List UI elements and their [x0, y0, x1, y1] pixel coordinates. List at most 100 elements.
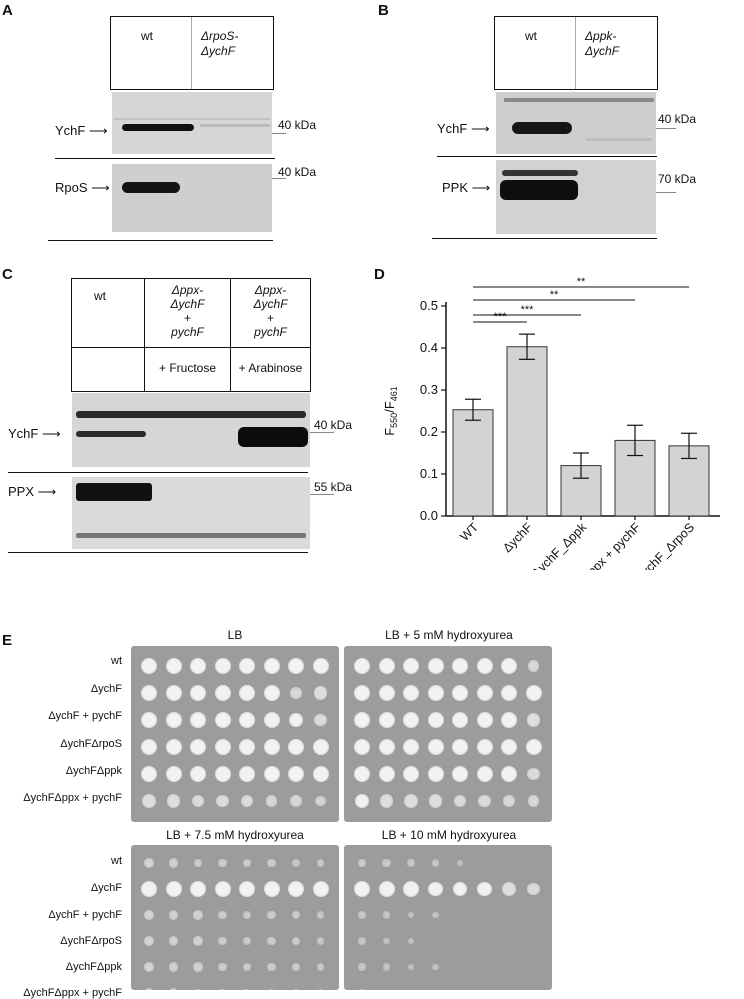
lane-3: Δppx- ΔychF + pychF — [231, 283, 310, 339]
colony-spot — [379, 739, 395, 755]
strain-ychf: ΔychF — [91, 683, 122, 695]
colony-spot — [243, 989, 252, 990]
colony-spot — [290, 687, 302, 699]
condition-lb: LB — [130, 628, 340, 642]
colony-spot — [266, 795, 278, 807]
y-tick-label: 0.4 — [420, 340, 438, 355]
blot-c-ychf — [72, 393, 310, 467]
colony-spot — [144, 936, 155, 947]
colony-spot — [218, 937, 227, 946]
colony-spot — [239, 766, 255, 782]
panel-b-lane-header: wt Δppk-ΔychF — [494, 16, 658, 90]
blot-c-ppx-label: PPX ⟶ — [8, 484, 56, 500]
lane-2-line4: pychF — [145, 325, 230, 339]
x-tick-label: ΔychF — [500, 520, 535, 555]
colony-spot — [428, 658, 444, 674]
y-axis-label: F550/F461 — [382, 386, 399, 436]
colony-spot — [215, 712, 231, 728]
colony-spot — [215, 658, 231, 674]
colony-spot — [141, 739, 157, 755]
colony-spot — [288, 658, 304, 674]
colony-spot — [215, 766, 231, 782]
lane-3-line1: Δppx- — [231, 283, 310, 297]
blot-a-rpos-label: RpoS ⟶ — [55, 180, 110, 196]
blot-c-ppx — [72, 477, 310, 549]
colony-spot — [403, 881, 419, 897]
lane-wt: wt — [94, 289, 106, 303]
panel-b-label: B — [378, 2, 389, 19]
colony-spot — [264, 766, 280, 782]
colony-spot — [216, 795, 229, 808]
strain-ychf-ppx-pychf: ΔychFΔppx + pychF — [23, 987, 122, 999]
colony-spot — [314, 714, 327, 727]
colony-spot — [292, 963, 301, 972]
colony-spot — [478, 795, 491, 808]
treatment-fructose: + Fructose — [145, 361, 230, 375]
lane-divider — [191, 17, 192, 89]
colony-spot — [144, 988, 154, 990]
strain-ychf-rpos: ΔychFΔrpoS — [60, 738, 122, 750]
blot-a-ychf-label: YchF ⟶ — [55, 123, 108, 139]
colony-spot — [194, 859, 203, 868]
colony-spot — [314, 686, 328, 700]
condition-7-5mm: LB + 7.5 mM hydroxyurea — [130, 828, 340, 842]
colony-spot — [354, 739, 370, 755]
strain-ychf: ΔychF — [91, 882, 122, 894]
colony-spot — [527, 883, 540, 896]
colony-spot — [403, 739, 419, 755]
colony-spot — [193, 962, 203, 972]
colony-spot — [501, 739, 517, 755]
colony-spot — [239, 881, 255, 897]
blot-a-rpos — [112, 164, 272, 232]
colony-spot — [354, 712, 370, 728]
lane-wt: wt — [141, 29, 153, 43]
lane-3-line3: + — [231, 311, 310, 325]
blot-c-ppx-marker: 55 kDa — [314, 480, 352, 494]
panel-a-lane-header: wt ΔrpoS-ΔychF — [110, 16, 274, 90]
strain-wt: wt — [111, 855, 122, 867]
colony-spot — [290, 795, 302, 807]
colony-spot — [403, 658, 419, 674]
row-divider — [72, 347, 310, 348]
colony-spot — [526, 685, 542, 701]
colony-spot — [267, 911, 276, 920]
marker-tick — [656, 128, 676, 129]
marker-tick — [310, 432, 334, 433]
strain-row-top: wt ΔychF ΔychF + pychF ΔychFΔrpoS ΔychFΔ… — [2, 651, 122, 831]
colony-spot — [382, 859, 390, 867]
colony-spot — [190, 685, 206, 701]
panel-c-label: C — [2, 266, 13, 283]
colony-spot — [243, 911, 252, 920]
colony-spot — [194, 989, 203, 990]
divider — [55, 158, 275, 159]
marker-tick — [272, 133, 286, 134]
divider — [437, 156, 657, 157]
colony-spot — [169, 858, 179, 868]
colony-spot — [452, 712, 468, 728]
blot-c-ychf-label: YchF ⟶ — [8, 426, 61, 442]
colony-spot — [192, 795, 205, 808]
plate-lb — [131, 646, 339, 822]
colony-spot — [354, 658, 370, 674]
colony-spot — [477, 766, 493, 782]
marker-tick — [656, 192, 676, 193]
lane-2-line3: + — [145, 311, 230, 325]
colony-spot — [215, 739, 231, 755]
blot-b-ppk — [496, 160, 656, 234]
colony-spot — [432, 859, 439, 866]
colony-spot — [141, 766, 157, 782]
colony-spot — [358, 859, 367, 868]
colony-spot — [264, 739, 280, 755]
colony-spot — [432, 964, 439, 971]
colony-spot — [358, 937, 365, 944]
colony-spot — [141, 658, 157, 674]
strain-row-bottom: wt ΔychF ΔychF + pychF ΔychFΔrpoS ΔychFΔ… — [2, 851, 122, 991]
colony-spot — [403, 685, 419, 701]
colony-spot — [477, 739, 493, 755]
blot-a-ychf — [112, 92, 272, 154]
colony-spot — [380, 794, 394, 808]
colony-spot — [501, 712, 517, 728]
strain-ychf-pychf: ΔychF + pychF — [48, 909, 122, 921]
lane-2: Δppx- ΔychF + pychF — [145, 283, 230, 339]
colony-spot — [452, 766, 468, 782]
